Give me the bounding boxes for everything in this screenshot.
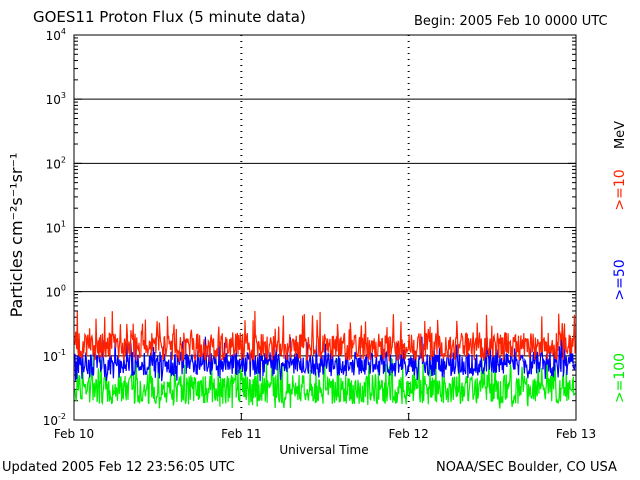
credit-text: NOAA/SEC Boulder, CO USA	[436, 460, 617, 475]
y-tick-label: 101	[46, 220, 66, 236]
series-line-0	[74, 310, 576, 363]
chart-title: GOES11 Proton Flux (5 minute data)	[33, 8, 306, 26]
y-tick-label: 10-1	[43, 348, 66, 364]
begin-time: Begin: 2005 Feb 10 0000 UTC	[414, 14, 608, 29]
y-tick-label: 100	[46, 284, 66, 300]
x-tick-label: Feb 13	[556, 427, 596, 441]
x-tick-label: Feb 11	[221, 427, 261, 441]
legend-item-ge50: >=50	[612, 259, 628, 300]
y-tick-label: 10-2	[43, 412, 66, 428]
y-tick-label: 104	[46, 27, 66, 43]
y-tick-label: 102	[46, 155, 66, 171]
legend: MeV >=10 >=50 >=100	[612, 121, 628, 403]
series-line-1	[74, 336, 576, 382]
updated-timestamp: Updated 2005 Feb 12 23:56:05 UTC	[2, 460, 235, 475]
legend-unit: MeV	[613, 121, 628, 149]
y-axis-label: Particles cm⁻²s⁻¹sr⁻¹	[7, 153, 26, 318]
legend-item-ge100: >=100	[612, 353, 628, 403]
x-axis-label: Universal Time	[279, 443, 368, 457]
x-tick-label: Feb 12	[388, 427, 428, 441]
y-tick-label: 103	[46, 91, 66, 107]
x-tick-label: Feb 10	[54, 427, 94, 441]
legend-item-ge10: >=10	[612, 169, 628, 210]
